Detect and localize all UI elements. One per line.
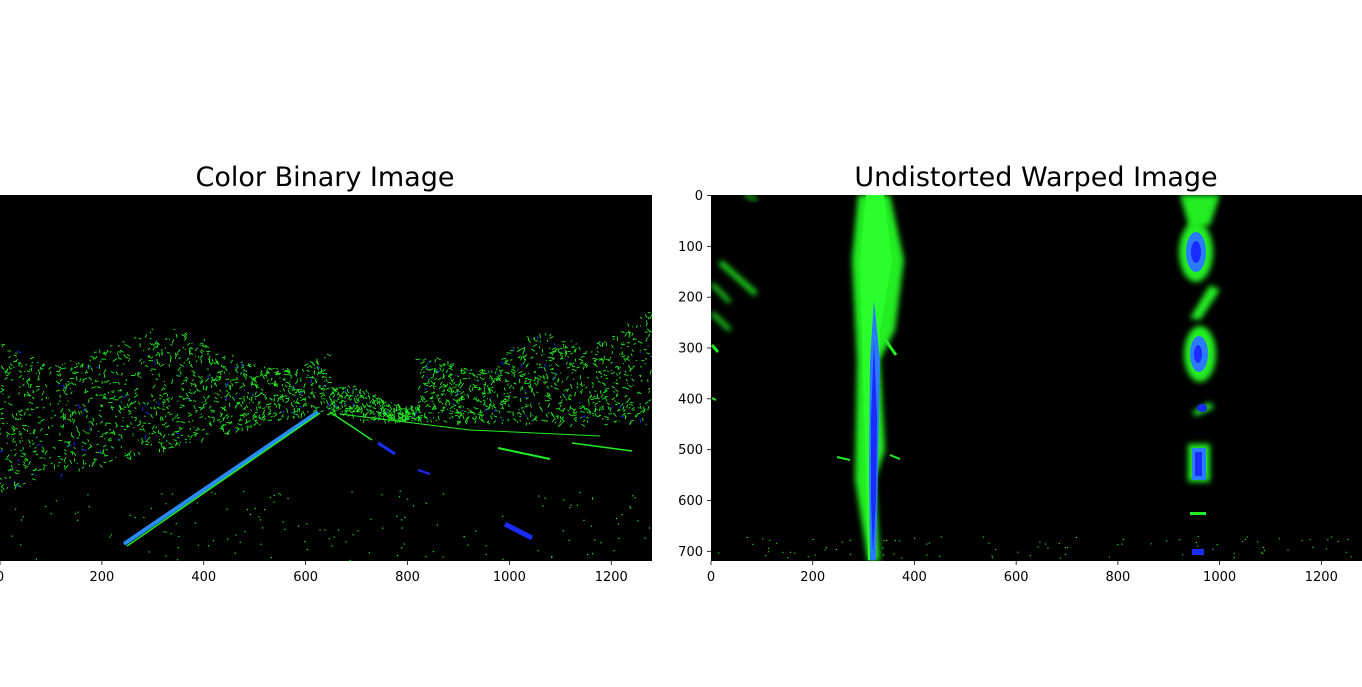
x-tick-label: 600 xyxy=(293,570,318,585)
left-lane-line xyxy=(122,410,320,546)
right-lane-dash xyxy=(503,521,534,541)
y-tick-label: 400 xyxy=(678,392,703,407)
y-axis: 0 100 200 300 400 500 600 700 xyxy=(678,189,711,560)
right-lane-dash xyxy=(417,469,431,475)
right-lane-dash xyxy=(571,442,633,452)
x-tick-label: 200 xyxy=(89,570,114,585)
x-tick-label: 1000 xyxy=(1203,570,1236,585)
x-axis: 0 200 400 600 800 1000 1200 xyxy=(0,561,628,585)
x-tick-label: 800 xyxy=(395,570,420,585)
x-tick-label: 600 xyxy=(1004,570,1029,585)
y-tick-label: 300 xyxy=(678,342,703,357)
y-tick-label: 100 xyxy=(678,240,703,255)
y-tick-label: 600 xyxy=(678,494,703,509)
y-tick-label: 700 xyxy=(678,545,703,560)
x-tick-label: 400 xyxy=(902,570,927,585)
y-tick-label: 200 xyxy=(678,291,703,306)
y-tick-label: 0 xyxy=(695,189,703,204)
x-tick-label: 1200 xyxy=(595,570,628,585)
x-axis: 0 200 400 600 800 1000 1200 xyxy=(707,561,1338,585)
x-tick-label: 800 xyxy=(1105,570,1130,585)
x-tick-label: 200 xyxy=(800,570,825,585)
right-lane-dash xyxy=(377,441,396,456)
edge-texture xyxy=(0,312,652,561)
warped-left-lane xyxy=(852,195,904,561)
plot-area xyxy=(711,195,1362,561)
x-tick-label: 1200 xyxy=(1305,570,1338,585)
chart-title: Undistorted Warped Image xyxy=(854,162,1217,193)
y-tick-label: 500 xyxy=(678,443,703,458)
warped-artifacts xyxy=(711,195,901,461)
warped-right-lane xyxy=(1179,195,1220,555)
panel-color-binary: Color Binary Image 0 200 400 600 800 1000 1200 xyxy=(0,162,652,585)
x-tick-label: 0 xyxy=(0,570,4,585)
bottom-speckle xyxy=(718,536,1352,559)
panel-warped: Undistorted Warped Image xyxy=(678,162,1362,585)
x-tick-label: 400 xyxy=(191,570,216,585)
x-tick-label: 0 xyxy=(707,570,715,585)
right-lane-dash xyxy=(329,411,373,441)
right-lane-dash xyxy=(497,447,551,460)
left-lane-edge xyxy=(126,412,321,547)
road-edge xyxy=(339,413,601,437)
x-tick-label: 1000 xyxy=(493,570,526,585)
chart-title: Color Binary Image xyxy=(196,162,455,193)
